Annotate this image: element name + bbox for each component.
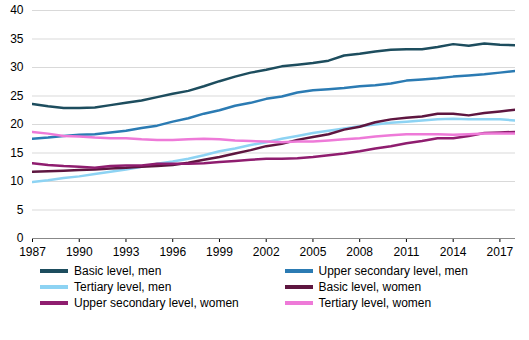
svg-text:1990: 1990	[66, 245, 93, 259]
svg-text:40: 40	[10, 3, 24, 17]
html-text:Tertiary level, women: Tertiary level, women	[318, 296, 432, 310]
svg-text:1987: 1987	[19, 245, 46, 259]
svg-text:30: 30	[10, 60, 24, 74]
svg-text:1993: 1993	[113, 245, 140, 259]
svg-text:35: 35	[10, 32, 24, 46]
svg-text:2008: 2008	[346, 245, 373, 259]
svg-text:2002: 2002	[253, 245, 280, 259]
svg-text:1999: 1999	[206, 245, 233, 259]
html-text:Upper secondary level, women: Upper secondary level, women	[74, 296, 239, 310]
svg-text:25: 25	[10, 89, 24, 103]
svg-text:10: 10	[10, 174, 24, 188]
html-text:Upper secondary level, men: Upper secondary level, men	[318, 264, 468, 278]
svg-text:5: 5	[17, 203, 24, 217]
svg-text:2014: 2014	[440, 245, 467, 259]
svg-text:1996: 1996	[159, 245, 186, 259]
svg-text:20: 20	[10, 117, 24, 131]
html-text:Basic level, women: Basic level, women	[318, 280, 422, 294]
svg-text:15: 15	[10, 146, 24, 160]
svg-text:2005: 2005	[300, 245, 327, 259]
html-text:Tertiary level, men: Tertiary level, men	[74, 280, 172, 294]
svg-text:2017: 2017	[487, 245, 514, 259]
svg-text:0: 0	[17, 231, 24, 245]
html-text:Basic level, men: Basic level, men	[74, 264, 162, 278]
svg-text:2011: 2011	[394, 245, 420, 259]
